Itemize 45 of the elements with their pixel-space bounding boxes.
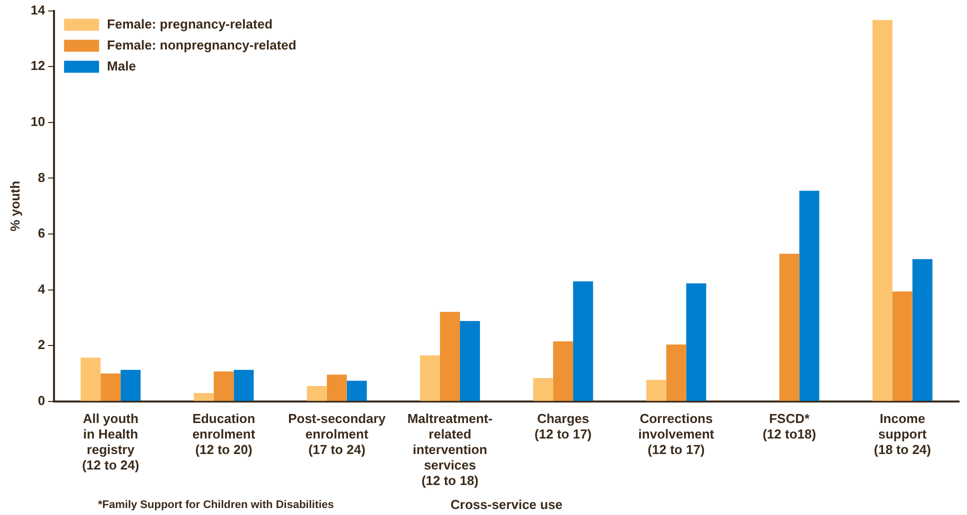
bar [686,283,706,401]
legend-label: Male [107,58,136,74]
bar [573,281,594,401]
x-axis-title: Cross-service use [450,496,563,512]
bar [892,291,912,401]
bar [306,386,327,401]
bar [553,341,574,401]
y-axis-title: % youth [7,180,22,232]
bar [646,380,666,401]
bar [460,321,480,401]
bar [666,344,686,401]
bar [440,312,460,401]
y-tick-label: 10 [30,114,46,129]
bar [120,370,141,401]
x-tick-label: Corrections involvement (12 to 17) [638,410,715,457]
bar [872,20,892,401]
legend-label: Female: nonpregnancy-related [107,37,296,52]
x-tick-label: Income support (18 to 24) [874,410,931,457]
bar [420,355,440,401]
bar [194,393,214,401]
bar [533,378,554,401]
y-tick-label: 4 [38,281,46,296]
x-tick-label: Post-secondary enrolment (17 to 24) [288,410,386,457]
x-tick-label: Maltreatment- related intervention services (12 to 18) [407,410,493,488]
bar [779,254,800,401]
y-tick-label: 2 [38,337,46,352]
legend-label: Female: pregnancy-related [107,16,273,32]
bar [80,358,101,401]
bar [912,259,932,401]
bar [326,374,347,401]
bar [799,190,820,401]
text: *Family Support for Children with Disabilities [98,499,334,511]
x-tick-label: Charges (12 to 17) [534,410,592,442]
x-tick-label: Education enrolment (12 to 20) [192,410,256,457]
y-tick-label: 12 [30,58,46,74]
bar [346,380,367,401]
y-tick-label: 8 [38,170,46,185]
x-tick-label: All youth in Health registry (12 to 24) [82,410,140,473]
bar [100,374,121,401]
y-tick-label: 0 [38,392,46,408]
bar [234,370,254,401]
y-tick-label: 14 [30,2,46,18]
bar [214,372,234,401]
y-tick-label: 6 [38,226,46,241]
x-tick-label: FSCD* (12 to18) [762,410,816,442]
